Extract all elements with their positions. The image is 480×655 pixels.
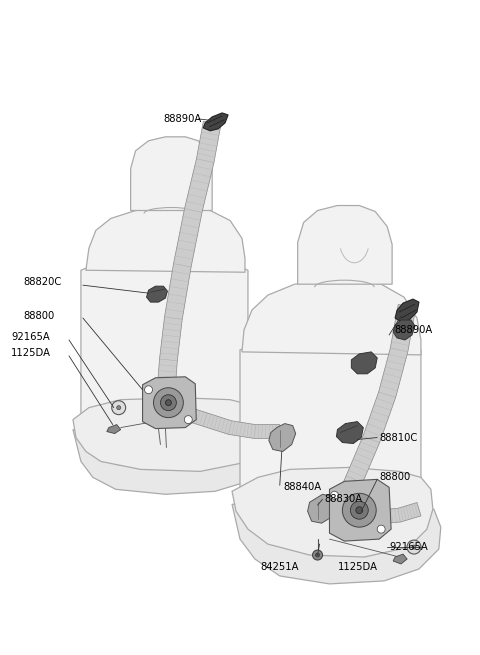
Polygon shape	[232, 504, 441, 584]
Text: 88800: 88800	[379, 472, 410, 482]
Circle shape	[342, 493, 376, 527]
Text: 88810C: 88810C	[379, 432, 418, 443]
Polygon shape	[143, 377, 196, 428]
Text: 84251A: 84251A	[260, 562, 299, 572]
Text: 1125DA: 1125DA	[337, 562, 377, 572]
Circle shape	[330, 491, 338, 499]
Polygon shape	[336, 422, 363, 443]
Polygon shape	[269, 424, 296, 451]
Circle shape	[117, 405, 120, 409]
Polygon shape	[395, 299, 419, 322]
Circle shape	[377, 525, 385, 533]
Text: 88840A: 88840A	[284, 482, 322, 493]
Text: 92165A: 92165A	[12, 332, 50, 342]
Polygon shape	[333, 305, 416, 513]
Polygon shape	[81, 258, 248, 470]
Polygon shape	[203, 113, 228, 131]
Text: 88890A: 88890A	[394, 325, 432, 335]
Polygon shape	[393, 320, 415, 340]
Polygon shape	[73, 430, 264, 495]
Circle shape	[184, 416, 192, 424]
Polygon shape	[339, 502, 421, 524]
Polygon shape	[107, 424, 120, 434]
Polygon shape	[308, 495, 336, 523]
Polygon shape	[163, 398, 280, 439]
Polygon shape	[329, 479, 391, 541]
Polygon shape	[232, 468, 433, 557]
Text: 1125DA: 1125DA	[12, 348, 51, 358]
Polygon shape	[156, 121, 221, 400]
Polygon shape	[86, 208, 245, 272]
Circle shape	[160, 395, 176, 411]
Polygon shape	[298, 206, 392, 284]
Text: 88800: 88800	[23, 311, 55, 321]
Text: 92165A: 92165A	[389, 542, 428, 552]
Text: 88820C: 88820C	[23, 277, 61, 287]
Polygon shape	[393, 554, 407, 564]
Polygon shape	[131, 137, 212, 210]
Text: 88890A: 88890A	[164, 114, 202, 124]
Polygon shape	[240, 337, 421, 544]
Circle shape	[350, 501, 368, 519]
Circle shape	[144, 386, 153, 394]
Circle shape	[315, 553, 320, 557]
Polygon shape	[73, 398, 260, 472]
Polygon shape	[242, 280, 421, 355]
Circle shape	[407, 540, 421, 554]
Circle shape	[166, 400, 171, 405]
Circle shape	[154, 388, 183, 418]
Circle shape	[412, 545, 416, 549]
Circle shape	[112, 401, 126, 415]
Circle shape	[312, 550, 323, 560]
Polygon shape	[351, 352, 377, 374]
Text: 88830A: 88830A	[324, 495, 362, 504]
Polygon shape	[146, 286, 168, 302]
Circle shape	[356, 507, 363, 514]
